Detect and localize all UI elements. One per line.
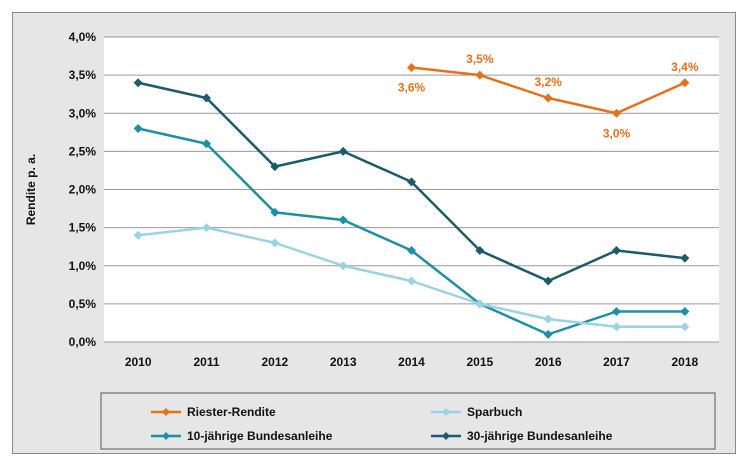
legend: Riester-Rendite Sparbuch 10-jährige Bundes…: [100, 392, 716, 450]
data-point: [202, 93, 211, 103]
data-point: [270, 238, 280, 248]
legend-entry: Sparbuch: [467, 405, 522, 419]
data-point: [680, 253, 690, 263]
x-tick-label: 2013: [330, 355, 357, 369]
data-point: [133, 78, 143, 88]
data-point: [475, 299, 485, 309]
data-point: [270, 162, 280, 172]
x-tick-label: 2012: [261, 355, 288, 369]
data-point: [612, 307, 621, 316]
data-point: [202, 223, 211, 233]
y-axis-title: Rendite p. a.: [24, 154, 38, 225]
data-point: [202, 139, 211, 149]
axes: 0,0% 0,5% 1,0% 1,5% 2,0% 2,5% 3,0% 3,5% 4,0% 2010…: [24, 30, 699, 369]
data-point: [475, 246, 485, 255]
data-label: 3,6%: [398, 81, 426, 95]
data-point: [612, 108, 621, 118]
x-tick-label: 2017: [603, 355, 630, 369]
data-label: 3,2%: [534, 75, 562, 89]
data-point: [680, 78, 690, 88]
y-tick-label: 4,0%: [69, 30, 97, 44]
data-point: [543, 314, 553, 324]
y-tick-label: 2,0%: [69, 183, 97, 197]
line-chart: 0,0% 0,5% 1,0% 1,5% 2,0% 2,5% 3,0% 3,5% 4,0% 2010…: [24, 30, 719, 450]
data-point: [338, 146, 348, 156]
legend-entry: Riester-Rendite: [187, 405, 276, 419]
data-point: [407, 276, 416, 286]
y-tick-label: 0,0%: [69, 335, 97, 349]
legend-marker: [162, 432, 170, 440]
legend-marker: [442, 432, 450, 440]
legend-marker: [442, 408, 450, 416]
x-tick-label: 2016: [535, 355, 562, 369]
y-tick-label: 2,5%: [69, 144, 97, 158]
data-point: [407, 63, 416, 72]
y-tick-label: 3,5%: [69, 68, 97, 82]
data-point: [270, 207, 280, 217]
data-point: [407, 246, 416, 255]
chart-frame: 0,0% 0,5% 1,0% 1,5% 2,0% 2,5% 3,0% 3,5% 4,0% 2010…: [12, 12, 736, 454]
data-point: [680, 307, 690, 316]
data-label: 3,5%: [466, 52, 494, 66]
legend-marker: [162, 408, 170, 416]
data-point: [407, 177, 416, 187]
legend-box: [100, 392, 716, 450]
data-point: [612, 322, 621, 332]
data-point: [612, 246, 621, 255]
data-point: [543, 276, 553, 286]
x-tick-label: 2014: [398, 355, 425, 369]
data-label: 3,4%: [671, 60, 699, 74]
y-tick-label: 0,5%: [69, 297, 97, 311]
data-point: [133, 124, 143, 133]
x-tick-label: 2010: [125, 355, 152, 369]
y-tick-label: 1,5%: [69, 221, 97, 235]
data-point: [133, 230, 143, 240]
y-tick-label: 3,0%: [69, 106, 97, 120]
data-point: [338, 261, 348, 271]
data-labels: 3,6% 3,5% 3,2% 3,0% 3,4%: [398, 52, 699, 140]
y-tick-label: 1,0%: [69, 259, 97, 273]
data-point: [475, 70, 485, 80]
data-point: [543, 329, 553, 339]
series-lines: [133, 63, 690, 339]
data-point: [338, 215, 348, 225]
legend-entry: 30-jährige Bundesanleihe: [467, 429, 613, 443]
x-tick-label: 2011: [193, 355, 219, 369]
data-point: [680, 322, 690, 332]
data-point: [543, 93, 553, 103]
x-tick-label: 2015: [466, 355, 493, 369]
legend-entry: 10-jährige Bundesanleihe: [187, 429, 333, 443]
data-label: 3,0%: [603, 126, 631, 140]
x-tick-label: 2018: [671, 355, 698, 369]
grid-lines: [104, 36, 719, 343]
